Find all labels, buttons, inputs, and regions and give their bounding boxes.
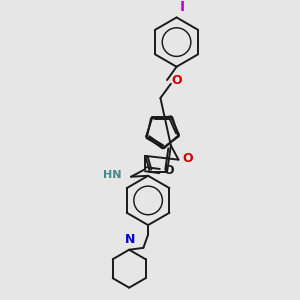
Text: N: N — [125, 233, 135, 246]
Text: O: O — [172, 74, 182, 88]
Text: I: I — [179, 0, 184, 14]
Text: O: O — [163, 164, 174, 177]
Text: O: O — [182, 152, 193, 165]
Text: HN: HN — [103, 170, 122, 180]
